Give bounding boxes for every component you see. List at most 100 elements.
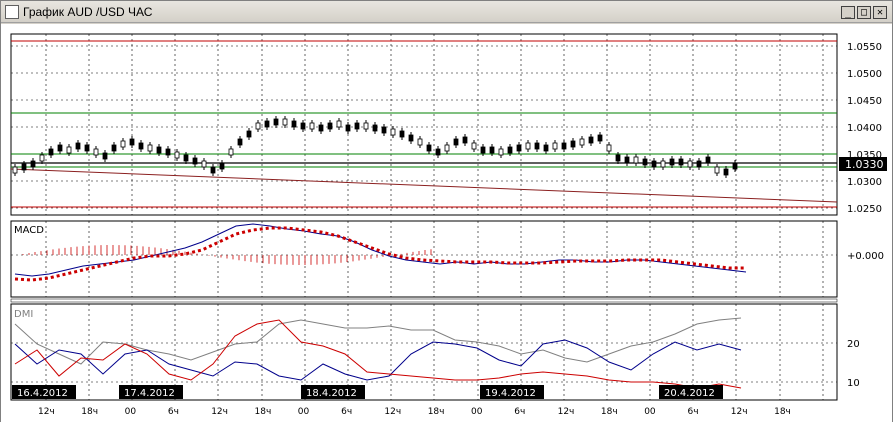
candle-body bbox=[417, 138, 423, 146]
candle-body bbox=[66, 146, 72, 154]
candle-body bbox=[255, 122, 261, 130]
candle-body bbox=[615, 154, 621, 162]
candle-body bbox=[462, 136, 468, 144]
macd-panel[interactable]: MACD +0.000 bbox=[10, 220, 884, 298]
hour-tick-label: 12ч bbox=[211, 407, 228, 417]
candle-body bbox=[489, 146, 495, 154]
price-tick-label: 1.0450 bbox=[847, 96, 882, 107]
title-bar[interactable]: График AUD /USD ЧАС _ □ ✕ bbox=[1, 1, 892, 23]
candle-body bbox=[246, 130, 252, 138]
candle-body bbox=[579, 138, 585, 146]
candle-body bbox=[408, 134, 414, 142]
candle-body bbox=[174, 151, 180, 159]
candle-body bbox=[534, 142, 540, 150]
window-title: График AUD /USD ЧАС bbox=[23, 5, 153, 19]
candle-body bbox=[399, 130, 405, 138]
candle-body bbox=[642, 158, 648, 166]
candle-body bbox=[669, 158, 675, 166]
hour-tick-label: 12ч bbox=[384, 407, 401, 417]
macd-label: MACD bbox=[14, 225, 44, 236]
candle-body bbox=[444, 144, 450, 152]
hour-tick-label: 18ч bbox=[774, 407, 791, 417]
candle-body bbox=[660, 160, 666, 168]
candle-body bbox=[273, 118, 279, 126]
date-tag-bg bbox=[659, 385, 723, 399]
hour-tick-label: 6ч bbox=[514, 407, 525, 417]
date-tag-label: 18.4.2012 bbox=[306, 388, 357, 399]
date-tag-label: 19.4.2012 bbox=[485, 388, 536, 399]
macd-axis-label: +0.000 bbox=[847, 251, 884, 262]
candle-body bbox=[48, 148, 54, 156]
hour-tick-label: 12ч bbox=[558, 407, 575, 417]
candle-body bbox=[597, 134, 603, 142]
dmi-panel[interactable]: DMI 20 10 16.4.2012 17.4.2012 18.4.2012 19.… bbox=[10, 303, 860, 401]
candle-body bbox=[552, 142, 558, 150]
minimize-button[interactable]: _ bbox=[841, 6, 855, 19]
macd-panel-frame bbox=[10, 220, 838, 298]
candle-body bbox=[219, 162, 225, 170]
candle-body bbox=[291, 120, 297, 128]
candle-body bbox=[570, 140, 576, 148]
candle-body bbox=[183, 154, 189, 162]
chart-area[interactable]: 1.0550 1.0500 1.0450 1.0400 1.0350 1.0300 1.02… bbox=[1, 24, 892, 422]
candle-body bbox=[723, 168, 729, 176]
candle-body bbox=[228, 148, 234, 156]
candle-body bbox=[75, 142, 81, 150]
price-grid bbox=[11, 34, 837, 215]
candle-body bbox=[714, 166, 720, 174]
close-button[interactable]: ✕ bbox=[873, 6, 887, 19]
candle-body bbox=[696, 160, 702, 168]
date-tag-bg bbox=[12, 385, 76, 399]
dmi-label: DMI bbox=[14, 309, 33, 320]
candle-body bbox=[93, 148, 99, 156]
candlesticks bbox=[12, 116, 738, 178]
hour-tick-label: 00 bbox=[125, 407, 137, 417]
date-tag-bg bbox=[301, 385, 365, 399]
price-panel[interactable]: 1.0550 1.0500 1.0450 1.0400 1.0350 1.0300 1.02… bbox=[10, 33, 887, 216]
price-panel-frame bbox=[10, 33, 838, 216]
candle-body bbox=[138, 142, 144, 150]
dmi-grid bbox=[11, 304, 837, 400]
candle-body bbox=[624, 156, 630, 164]
chart-svg[interactable]: 1.0550 1.0500 1.0450 1.0400 1.0350 1.0300 1.02… bbox=[1, 24, 892, 422]
dmi-panel-frame bbox=[10, 303, 838, 401]
candle-body bbox=[102, 152, 108, 160]
price-tick-label: 1.0550 bbox=[847, 42, 882, 53]
candle-body bbox=[345, 124, 351, 132]
candle-body bbox=[651, 160, 657, 168]
price-tick-label: 1.0500 bbox=[847, 69, 882, 80]
adx-line bbox=[14, 317, 742, 365]
candle-body bbox=[300, 122, 306, 130]
price-tick-label: 1.0400 bbox=[847, 123, 882, 134]
macd-line bbox=[14, 223, 747, 277]
candle-body bbox=[426, 144, 432, 152]
candle-body bbox=[372, 124, 378, 132]
dmi-axis-label-20: 20 bbox=[847, 339, 860, 350]
candle-body bbox=[129, 138, 135, 146]
candle-body bbox=[561, 142, 567, 150]
candle-body bbox=[12, 166, 18, 174]
candle-body bbox=[480, 146, 486, 154]
candle-body bbox=[435, 148, 441, 156]
candle-body bbox=[165, 148, 171, 156]
candle-body bbox=[705, 156, 711, 164]
price-axis: 1.0550 1.0500 1.0450 1.0400 1.0350 1.0300 1.02… bbox=[847, 42, 882, 215]
date-tag-label: 16.4.2012 bbox=[17, 388, 68, 399]
candle-body bbox=[156, 146, 162, 154]
trend-line bbox=[10, 168, 838, 203]
hour-tick-label: 12ч bbox=[731, 407, 748, 417]
candle-body bbox=[588, 136, 594, 144]
candle-body bbox=[543, 144, 549, 152]
hour-tick-label: 6ч bbox=[341, 407, 352, 417]
candle-body bbox=[264, 120, 270, 128]
hour-tick-label: 18ч bbox=[81, 407, 98, 417]
time-axis: 12ч 18ч 00 6ч 12ч 18ч 00 6ч 12ч 18ч 00 6ч 12ч 18ч 00 6ч… bbox=[38, 407, 791, 417]
candle-body bbox=[309, 122, 315, 130]
candle-body bbox=[237, 138, 243, 146]
price-tick-label: 1.0350 bbox=[847, 150, 882, 161]
candle-body bbox=[192, 157, 198, 165]
maximize-button[interactable]: □ bbox=[857, 6, 871, 19]
candle-body bbox=[516, 144, 522, 152]
candle-body bbox=[687, 160, 693, 168]
date-tag-bg bbox=[119, 385, 183, 399]
